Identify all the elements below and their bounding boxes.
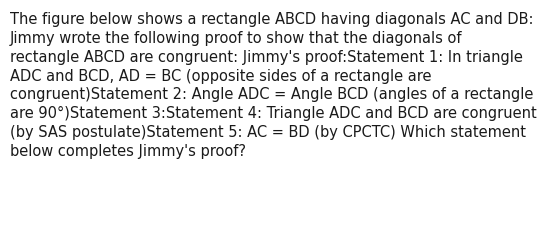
Text: The figure below shows a rectangle ABCD having diagonals AC and DB:
Jimmy wrote : The figure below shows a rectangle ABCD … [10,12,537,158]
